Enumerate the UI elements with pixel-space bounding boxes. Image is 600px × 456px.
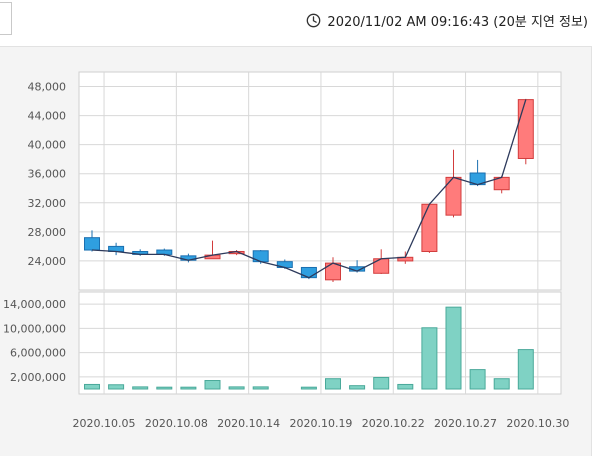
volume-bar: [517, 349, 534, 390]
volume-bar: [445, 306, 462, 390]
volume-bars: [84, 306, 534, 390]
price-tick-label: 28,000: [28, 226, 67, 239]
close-price-line: [91, 99, 527, 279]
price-tick-label: 40,000: [28, 139, 67, 152]
volume-tick-label: 6,000,000: [10, 347, 66, 360]
volume-bar: [421, 327, 438, 390]
volume-tick-label: 10,000,000: [3, 322, 66, 335]
volume-tick-label: 2,000,000: [10, 371, 66, 384]
candle-body: [156, 249, 173, 255]
price-axis-labels: 48,000 44,000 40,000 36,000 32,000 28,000 24,0…: [28, 81, 67, 268]
volume-bar: [300, 386, 317, 390]
volume-bar: [397, 383, 414, 390]
candle-body: [517, 99, 534, 159]
date-tick-label: 2020.10.08: [145, 417, 208, 430]
volume-bar: [228, 386, 245, 390]
volume-plot-area: [78, 291, 562, 395]
candle-body: [84, 237, 100, 251]
volume-bar: [349, 385, 366, 390]
date-tick-label: 2020.10.05: [73, 417, 136, 430]
stock-chart: 48,000 44,000 40,000 36,000 32,000 28,000 24,0…: [3, 71, 570, 430]
volume-bar: [84, 383, 100, 390]
candle-body: [421, 203, 438, 252]
price-candles: [84, 98, 534, 283]
volume-bar: [204, 380, 221, 390]
price-tick-label: 44,000: [28, 110, 67, 123]
top-bar: 2020/11/02 AM 09:16:43 (20분 지연 정보): [0, 0, 600, 42]
price-tick-label: 48,000: [28, 81, 67, 94]
price-tick-label: 32,000: [28, 197, 67, 210]
date-tick-label: 2020.10.27: [434, 417, 497, 430]
date-tick-label: 2020.10.19: [289, 417, 352, 430]
date-tick-label: 2020.10.22: [362, 417, 425, 430]
volume-bar: [325, 378, 341, 390]
grid-lines: [79, 72, 561, 394]
volume-bar: [156, 386, 173, 390]
clock-icon: [307, 13, 321, 28]
volume-tick-label: 14,000,000: [3, 298, 66, 311]
date-tick-label: 2020.10.30: [506, 417, 569, 430]
volume-bar: [493, 378, 510, 390]
timestamp-text: 2020/11/02 AM 09:16:43 (20분 지연 정보): [327, 15, 588, 30]
date-axis-labels: 2020.10.05 2020.10.08 2020.10.14 2020.10.19…: [73, 417, 570, 430]
search-box-edge[interactable]: [0, 2, 12, 35]
price-tick-label: 24,000: [28, 255, 67, 268]
volume-bar: [373, 376, 390, 390]
volume-bar: [252, 386, 269, 390]
volume-bar: [108, 384, 125, 390]
volume-bar: [469, 369, 486, 390]
date-tick-label: 2020.10.14: [217, 417, 280, 430]
stock-chart-panel: 48,000 44,000 40,000 36,000 32,000 28,000 24,0…: [0, 46, 592, 456]
update-timestamp: 2020/11/02 AM 09:16:43 (20분 지연 정보): [306, 11, 588, 30]
volume-axis-labels: 14,000,000 10,000,000 6,000,000 2,000,000: [3, 298, 66, 384]
volume-bar: [180, 386, 197, 390]
volume-bar: [132, 386, 149, 390]
price-tick-label: 36,000: [28, 168, 67, 181]
